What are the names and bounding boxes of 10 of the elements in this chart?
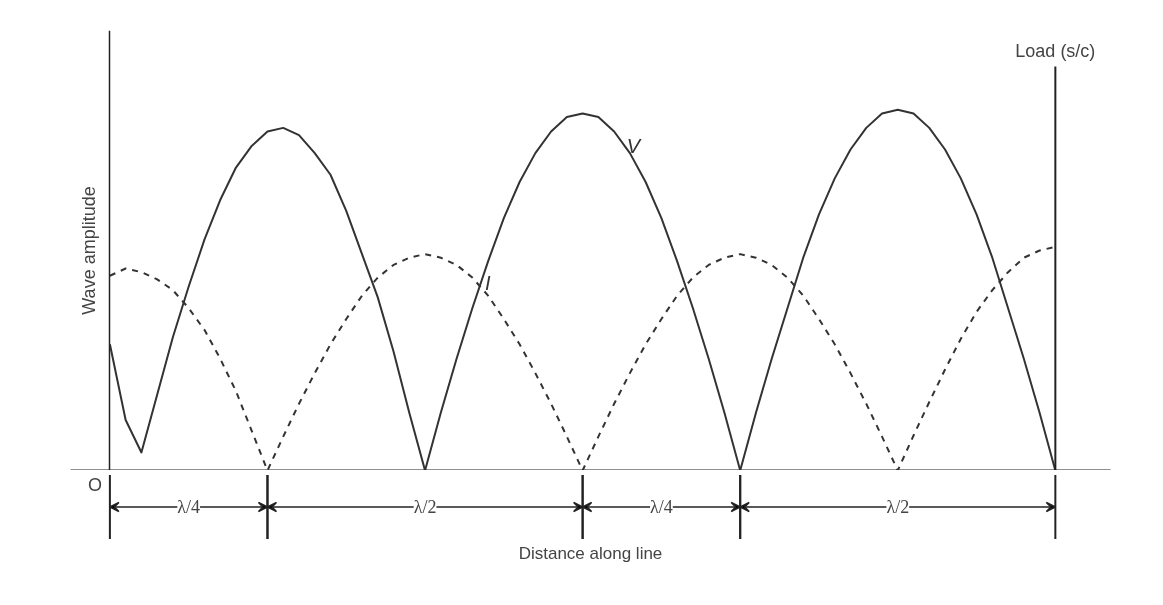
- text: λ/2: [886, 497, 910, 517]
- text: λ/4: [177, 497, 201, 517]
- text: λ/4: [650, 497, 673, 517]
- x-axis-title: Distance along line: [518, 543, 663, 563]
- text: Load (s/c): [1015, 40, 1096, 61]
- series-label: V: [626, 135, 642, 158]
- text: λ/2: [413, 497, 437, 517]
- text: O: [87, 475, 102, 496]
- y-axis-title: Wave amplitude: [78, 186, 99, 315]
- series-label: I: [485, 272, 492, 295]
